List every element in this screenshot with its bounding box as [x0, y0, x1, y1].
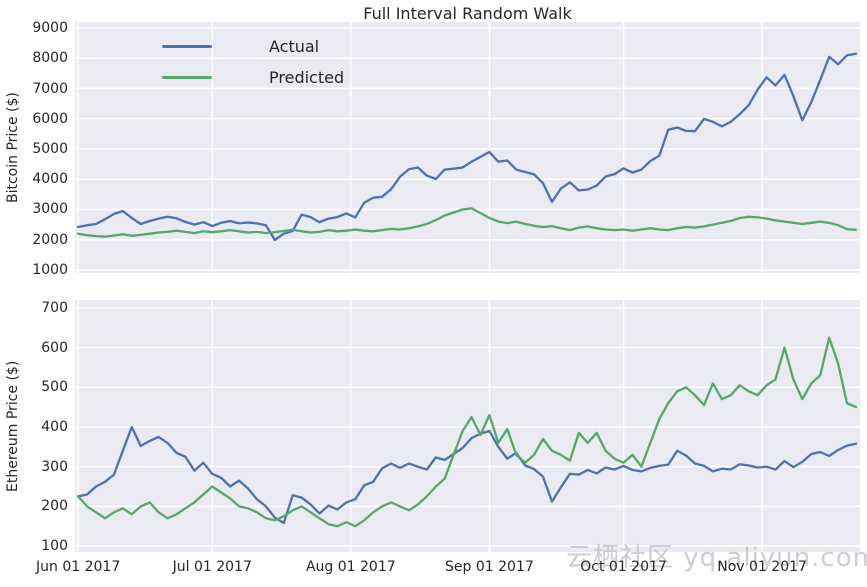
y-tick-label: 5000: [32, 141, 68, 157]
x-tick-label: Nov 01 2017: [717, 559, 807, 575]
legend-item-actual: Actual: [162, 31, 344, 62]
x-tick-label: Jun 01 2017: [36, 559, 121, 575]
chart-title: Full Interval Random Walk: [363, 4, 572, 23]
bitcoin-chart-plot-area: [75, 22, 860, 273]
y-tick-label: 600: [41, 339, 68, 356]
y-tick-label: 700: [41, 299, 68, 316]
actual-line-swatch-icon: [162, 45, 212, 48]
y-tick-label: 200: [41, 498, 68, 515]
legend-item-predicted: Predicted: [162, 62, 344, 93]
y-tick-label: 300: [41, 458, 68, 475]
bitcoin-chart-svg: [75, 22, 860, 273]
actual-series-line: [76, 425, 858, 525]
y-tick-label: 2000: [32, 231, 68, 248]
legend: Actual Predicted: [162, 31, 344, 93]
predicted-series-line: [76, 336, 858, 528]
y-tick-label: 1000: [32, 261, 68, 278]
bitcoin-y-axis-label: Bitcoin Price ($): [5, 92, 21, 203]
predicted-series-line: [76, 207, 858, 238]
ethereum-chart-plot-area: [75, 300, 860, 552]
ethereum-y-axis-label: Ethereum Price ($): [5, 360, 21, 492]
x-tick-label: Jul 01 2017: [172, 559, 252, 575]
legend-label-predicted: Predicted: [269, 68, 345, 87]
y-tick-label: 6000: [32, 110, 68, 127]
y-tick-label: 9000: [32, 20, 68, 37]
legend-label-actual: Actual: [269, 37, 320, 56]
predicted-line-swatch-icon: [162, 76, 212, 79]
actual-series-line: [76, 52, 858, 242]
y-tick-label: 500: [41, 379, 68, 396]
x-tick-label: Sep 01 2017: [445, 559, 534, 575]
y-tick-label: 400: [41, 418, 68, 435]
ethereum-chart-svg: [75, 300, 860, 552]
y-tick-label: 100: [41, 538, 68, 555]
y-tick-label: 4000: [32, 171, 68, 188]
x-tick-label: Oct 01 2017: [580, 559, 667, 575]
y-tick-label: 7000: [32, 80, 68, 97]
x-tick-label: Aug 01 2017: [305, 559, 396, 575]
y-tick-label: 3000: [32, 201, 68, 218]
y-tick-label: 8000: [32, 50, 68, 67]
